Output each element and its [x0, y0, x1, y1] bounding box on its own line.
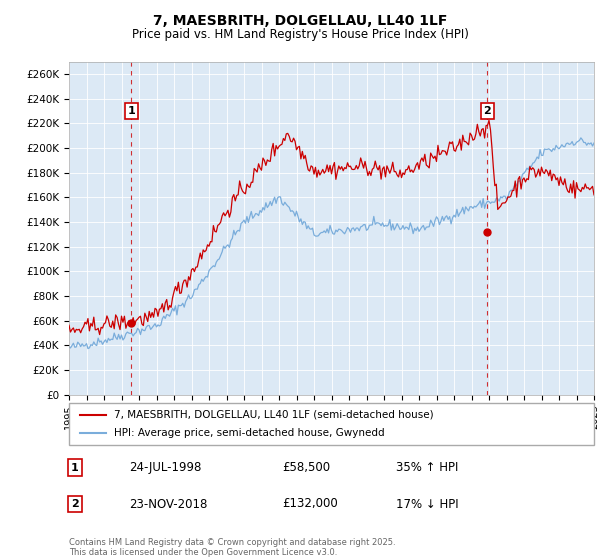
Text: 2: 2: [71, 499, 79, 509]
Text: Contains HM Land Registry data © Crown copyright and database right 2025.
This d: Contains HM Land Registry data © Crown c…: [69, 538, 395, 557]
Text: 35% ↑ HPI: 35% ↑ HPI: [396, 461, 458, 474]
Text: £58,500: £58,500: [282, 461, 330, 474]
Text: 7, MAESBRITH, DOLGELLAU, LL40 1LF (semi-detached house): 7, MAESBRITH, DOLGELLAU, LL40 1LF (semi-…: [113, 410, 433, 420]
Text: 17% ↓ HPI: 17% ↓ HPI: [396, 497, 458, 511]
Text: HPI: Average price, semi-detached house, Gwynedd: HPI: Average price, semi-detached house,…: [113, 428, 384, 438]
Text: 2: 2: [484, 106, 491, 116]
FancyBboxPatch shape: [69, 403, 594, 445]
Text: 23-NOV-2018: 23-NOV-2018: [129, 497, 208, 511]
Text: 1: 1: [127, 106, 135, 116]
Text: 7, MAESBRITH, DOLGELLAU, LL40 1LF: 7, MAESBRITH, DOLGELLAU, LL40 1LF: [153, 14, 447, 28]
Text: 24-JUL-1998: 24-JUL-1998: [129, 461, 202, 474]
Text: Price paid vs. HM Land Registry's House Price Index (HPI): Price paid vs. HM Land Registry's House …: [131, 28, 469, 41]
Text: £132,000: £132,000: [282, 497, 338, 511]
Text: 1: 1: [71, 463, 79, 473]
